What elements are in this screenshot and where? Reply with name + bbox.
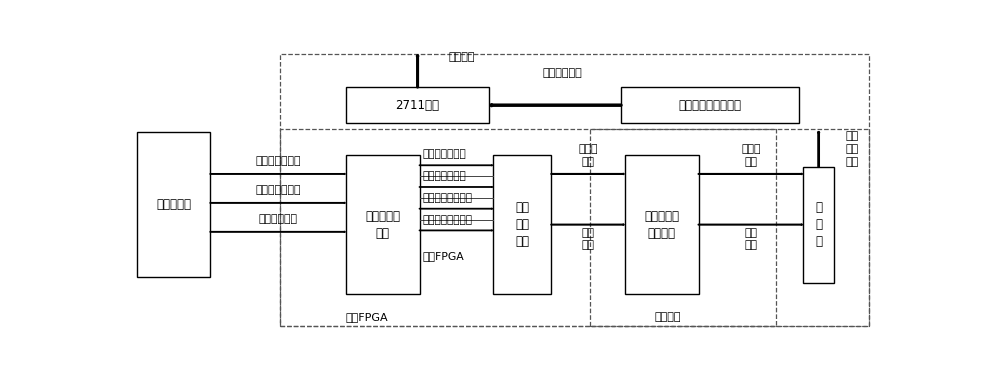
- Bar: [280, 129, 776, 326]
- Text: 时序
驱动
模块: 时序 驱动 模块: [515, 201, 529, 248]
- Bar: [803, 167, 834, 282]
- Text: 行周期处理
模块: 行周期处理 模块: [365, 210, 400, 240]
- Bar: [280, 54, 869, 326]
- Text: 全色行启动脉冲: 全色行启动脉冲: [423, 150, 466, 159]
- Bar: [625, 155, 698, 294]
- Bar: [346, 155, 420, 294]
- Bar: [493, 155, 551, 294]
- Text: 成像单元: 成像单元: [654, 312, 681, 323]
- Text: 电平
信号: 电平 信号: [582, 227, 595, 250]
- Text: 数据训练及整合模块: 数据训练及整合模块: [679, 99, 742, 112]
- Bar: [621, 87, 799, 123]
- Text: 主份行周期信号: 主份行周期信号: [255, 156, 301, 166]
- Text: 备份行周期信号: 备份行周期信号: [255, 185, 301, 195]
- Text: 转移及
控制: 转移及 控制: [741, 144, 761, 167]
- Text: 成像FPGA: 成像FPGA: [346, 312, 388, 323]
- Bar: [137, 132, 210, 277]
- Text: 探
测
器: 探 测 器: [815, 201, 822, 248]
- Text: 驱动及电平
转换电路: 驱动及电平 转换电路: [644, 210, 679, 240]
- Text: 成像FPGA: 成像FPGA: [423, 251, 464, 261]
- Text: 全色行周期长度: 全色行周期长度: [423, 171, 466, 181]
- Text: 多光谱行周期长度: 多光谱行周期长度: [423, 215, 473, 224]
- Text: 串行
图像
数据: 串行 图像 数据: [846, 130, 859, 167]
- Text: 转移及
控制: 转移及 控制: [578, 144, 598, 167]
- Bar: [590, 129, 869, 326]
- Text: 2711模块: 2711模块: [396, 99, 440, 112]
- Bar: [346, 87, 489, 123]
- Text: 成像控制器: 成像控制器: [156, 198, 191, 211]
- Text: 多光谱行启动脉冲: 多光谱行启动脉冲: [423, 193, 473, 203]
- Text: 并行图像数据: 并行图像数据: [542, 68, 582, 78]
- Text: 主备标识信号: 主备标识信号: [259, 214, 298, 224]
- Text: 数传接口: 数传接口: [449, 52, 475, 62]
- Text: 驱动
信号: 驱动 信号: [744, 227, 757, 250]
